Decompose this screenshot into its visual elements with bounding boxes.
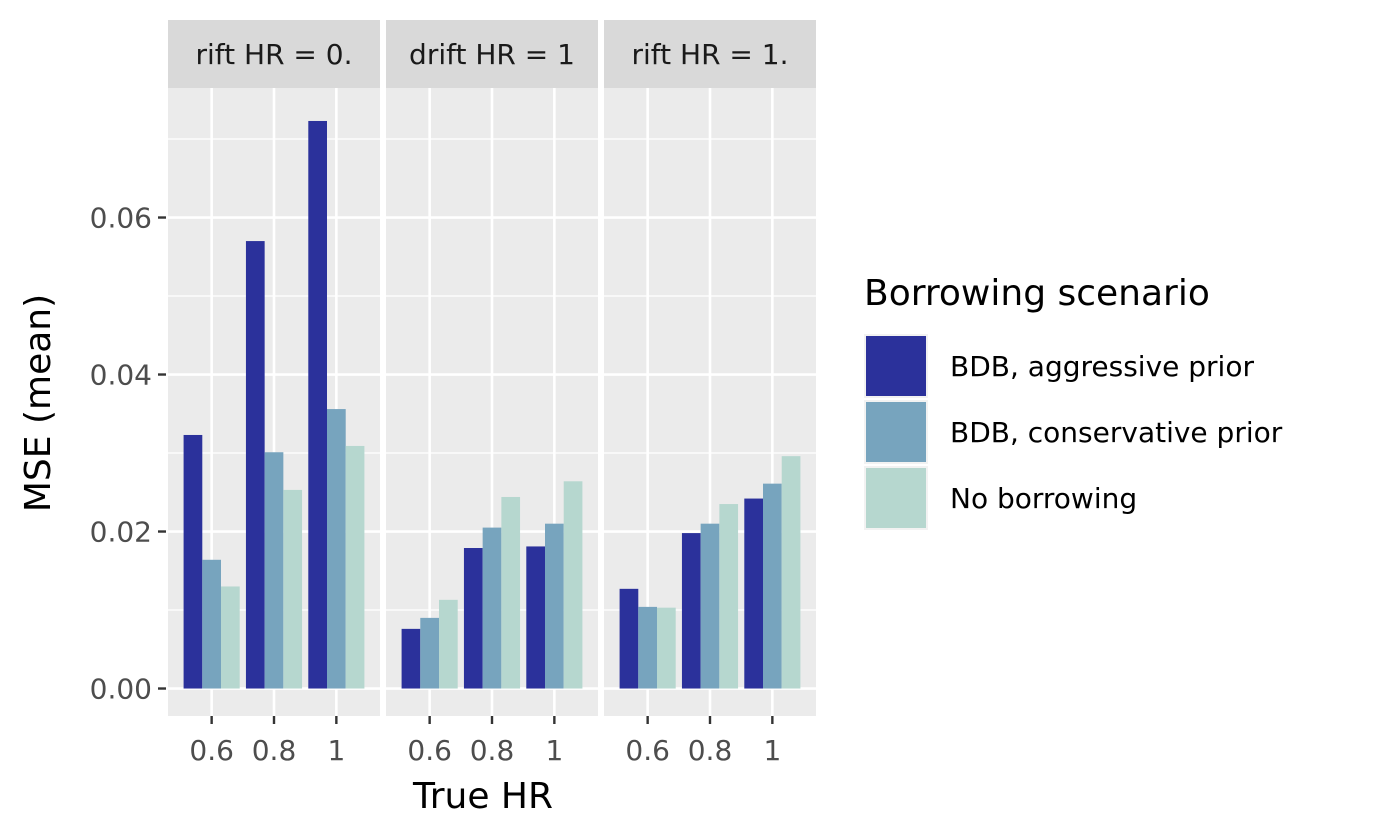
bar <box>202 559 221 689</box>
bar <box>657 607 676 689</box>
y-axis-title: MSE (mean) <box>18 294 59 512</box>
bar <box>463 548 483 689</box>
bar <box>183 434 203 689</box>
bar <box>439 599 458 689</box>
x-tick-label: 1 <box>763 734 781 767</box>
y-tick-label: 0.00 <box>90 673 152 706</box>
facet-strip-label: rift HR = 1. <box>631 38 788 71</box>
x-tick-label: 1 <box>545 734 563 767</box>
facet-panels: rift HR = 0. drift HR = 1 rift HR = 1. <box>168 20 816 716</box>
bar <box>526 546 545 689</box>
x-tick-label: 0.8 <box>688 734 733 767</box>
y-axis: 0.00 0.02 0.04 0.06 <box>90 202 166 706</box>
facet-strip-label: rift HR = 0. <box>195 38 352 71</box>
bar <box>264 452 284 689</box>
facet-panel: drift HR = 1 <box>386 20 598 716</box>
bar <box>245 241 265 689</box>
bar <box>763 483 782 689</box>
x-tick-label: 0.8 <box>470 734 515 767</box>
legend-swatch <box>866 336 926 396</box>
y-tick-label: 0.02 <box>90 516 152 549</box>
bar <box>420 617 439 689</box>
x-tick-label: 1 <box>327 734 345 767</box>
y-tick-label: 0.04 <box>90 359 152 392</box>
x-axis-title: True HR <box>412 776 553 817</box>
legend-label: BDB, aggressive prior <box>950 350 1254 383</box>
bar <box>545 523 564 689</box>
facet-panel: rift HR = 0. <box>168 20 380 716</box>
x-tick-label: 0.8 <box>252 734 297 767</box>
facet-strip <box>168 20 380 88</box>
bar <box>781 456 801 689</box>
legend-title: Borrowing scenario <box>864 273 1210 314</box>
x-tick-label: 0.6 <box>625 734 670 767</box>
bar <box>638 606 657 689</box>
x-axis: 0.6 0.8 1 0.6 0.8 1 0.6 0.8 1 <box>189 716 781 767</box>
facet-strip <box>386 20 598 88</box>
bar <box>700 523 720 689</box>
bar <box>345 445 365 689</box>
bar <box>221 586 240 689</box>
bar <box>719 504 739 689</box>
legend-label: No borrowing <box>950 482 1137 515</box>
x-tick-label: 0.6 <box>189 734 234 767</box>
bar <box>619 588 639 689</box>
facet-strip <box>604 20 816 88</box>
bar <box>482 527 502 689</box>
legend-swatch <box>866 402 926 462</box>
legend: Borrowing scenario BDB, aggressive prior… <box>864 273 1283 530</box>
legend-label: BDB, conservative prior <box>950 416 1283 449</box>
facet-panel: rift HR = 1. <box>604 20 816 716</box>
bar <box>501 496 521 689</box>
bar <box>563 481 583 689</box>
y-tick-label: 0.06 <box>90 202 152 235</box>
bar <box>401 628 421 689</box>
bar <box>681 533 701 689</box>
bar <box>308 120 327 689</box>
bar <box>327 409 346 689</box>
facet-strip-label: drift HR = 1 <box>409 38 575 71</box>
legend-swatch <box>866 468 926 528</box>
bar <box>744 498 763 689</box>
x-tick-label: 0.6 <box>407 734 452 767</box>
bar <box>283 489 303 689</box>
